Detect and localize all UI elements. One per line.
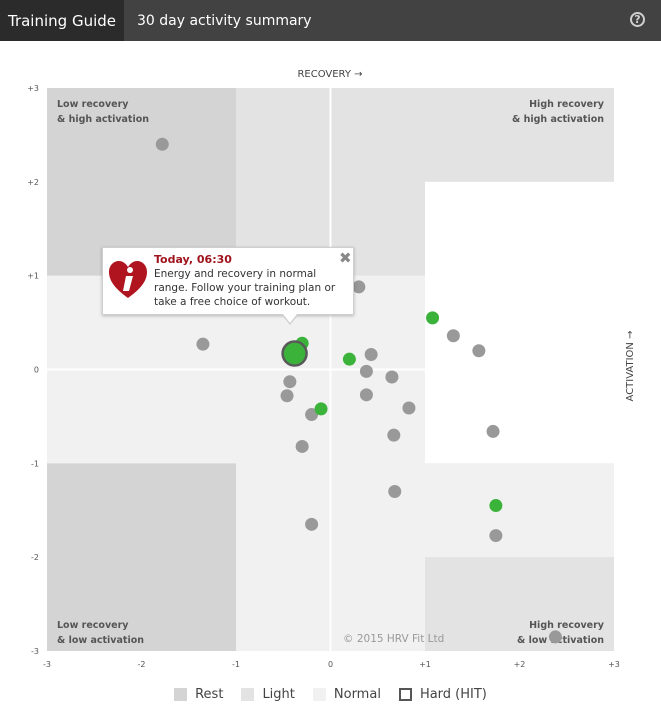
y-tick-label: +2: [27, 178, 39, 187]
quadrant-label-bottom-left-line: Low recovery: [57, 620, 129, 631]
legend-item-hard: Hard (HIT): [398, 686, 487, 702]
data-point-green: [489, 499, 503, 513]
data-point-green: [342, 352, 356, 366]
data-point-gray: [196, 337, 210, 351]
x-tick-label: +1: [419, 660, 431, 669]
x-tick-label: -3: [43, 660, 51, 669]
x-tick-label: -1: [232, 660, 240, 669]
data-point-gray: [283, 375, 297, 389]
data-point-today: [281, 340, 308, 367]
legend-label-light: Light: [262, 686, 295, 702]
legend-swatch-hard: [398, 687, 412, 701]
legend-item-light: Light: [241, 686, 295, 702]
header-bar: Training Guide 30 day activity summary ?: [0, 0, 661, 41]
quadrant-label-top-left-line: Low recovery: [57, 99, 129, 110]
legend-swatch-normal: [312, 687, 326, 701]
tab-training-guide[interactable]: Training Guide: [0, 0, 124, 41]
data-point-gray: [359, 388, 373, 402]
data-point-gray: [446, 329, 460, 343]
zone-rest-top-left: [47, 88, 236, 276]
zone-normal-right: [425, 463, 614, 558]
page-subtitle: 30 day activity summary: [137, 12, 312, 29]
tooltip-popup: Today, 06:30 Energy and recovery in norm…: [102, 247, 354, 325]
tooltip-body: Energy and recovery in normal range. Fol…: [154, 268, 336, 308]
x-tick-label: +2: [514, 660, 526, 669]
x-tick-label: 0: [328, 660, 333, 669]
y-tick-label: -1: [31, 459, 39, 468]
data-point-green: [426, 311, 440, 325]
quadrant-label-bottom-right-line: High recovery: [529, 620, 605, 631]
tooltip-title: Today, 06:30: [154, 253, 232, 266]
data-point-gray: [548, 630, 562, 644]
data-point-gray: [305, 517, 319, 531]
x-tick-label: +3: [608, 660, 620, 669]
data-point-gray: [295, 439, 309, 453]
copyright-text: © 2015 HRV Fit Ltd: [343, 633, 444, 645]
data-point-gray: [387, 428, 401, 442]
data-point-gray: [364, 347, 378, 361]
y-tick-label: -2: [31, 553, 39, 562]
zone-hard: [425, 181, 614, 464]
data-point-gray: [359, 364, 373, 378]
legend-label-hard: Hard (HIT): [419, 686, 487, 702]
quadrant-label-bottom-left-line: & low activation: [57, 635, 144, 646]
legend-item-normal: Normal: [312, 686, 381, 702]
data-point-gray: [155, 137, 169, 151]
legend-item-rest: Rest: [174, 687, 223, 702]
quadrant-label-top-right-line: & high activation: [512, 114, 604, 125]
legend-label-rest: Rest: [195, 686, 224, 702]
quadrant-label-top-left-line: & high activation: [57, 114, 149, 125]
data-point-gray: [402, 401, 416, 415]
y-tick-label: +1: [27, 272, 39, 281]
activity-scatter-chart: -3 -2 -1 0 +1 +2 +3 +3 +2 +1 0 -1 -2 -3 RECOVERY → ACTI…: [27, 69, 636, 669]
data-point-gray: [486, 424, 500, 438]
x-tick-label: -2: [138, 660, 146, 669]
legend-swatch-light: [241, 687, 255, 701]
x-axis-title: RECOVERY →: [297, 69, 362, 80]
y-tick-label: 0: [34, 366, 39, 375]
data-point-gray: [388, 484, 402, 498]
zone-rest-bottom-left: [47, 463, 236, 651]
data-point-gray: [305, 408, 319, 422]
quadrant-label-top-right-line: High recovery: [529, 99, 605, 110]
tooltip-arrow: [283, 314, 297, 323]
data-point-gray: [385, 370, 399, 384]
close-icon[interactable]: ✖: [339, 249, 352, 267]
y-tick-label: -3: [31, 647, 39, 656]
help-icon[interactable]: ?: [630, 12, 645, 27]
data-point-gray: [352, 280, 366, 294]
y-axis-title: ACTIVATION →: [625, 331, 636, 402]
data-point-gray: [280, 389, 294, 403]
data-point-gray: [472, 344, 486, 358]
data-point-gray: [489, 529, 503, 543]
legend-swatch-rest: [174, 687, 188, 701]
legend-label-normal: Normal: [333, 686, 381, 702]
y-tick-label: +3: [27, 84, 39, 93]
heart-info-icon: [109, 261, 147, 298]
data-point-green: [314, 402, 328, 416]
zone-legend: Rest Light Normal Hard (HIT): [0, 683, 661, 705]
